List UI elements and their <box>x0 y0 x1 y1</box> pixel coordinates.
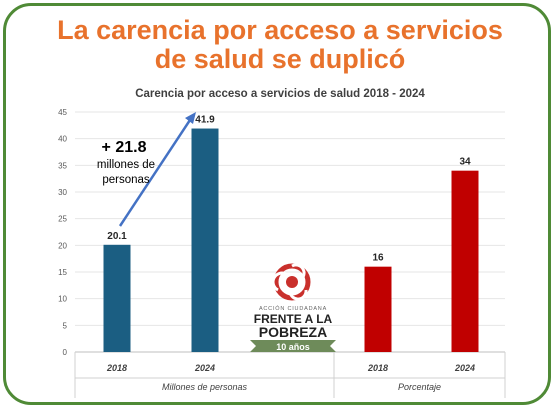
logo-ribbon <box>250 340 336 352</box>
x-axis: 2018 2024 Millones de personas 2018 2024 Porc… <box>74 352 506 398</box>
y-tick-label: 20 <box>58 241 67 250</box>
increase-arrow <box>118 119 192 227</box>
data-label: 16 <box>372 253 384 264</box>
bar <box>103 244 131 352</box>
y-tick-label: 15 <box>58 268 67 277</box>
y-tick-label: 10 <box>58 295 67 304</box>
bars: 20.1 41.9 16 34 <box>103 115 479 352</box>
x-tick-label: 2024 <box>454 363 475 373</box>
y-tick-label: 35 <box>58 161 67 170</box>
y-tick-label: 5 <box>63 321 68 330</box>
x-group-label: Porcentaje <box>398 382 441 392</box>
y-tick-label: 40 <box>58 135 67 144</box>
logo-ribbon-text: 10 años <box>276 342 310 352</box>
chart-title: Carencia por acceso a servicios de salud… <box>135 88 425 100</box>
headline-line-1: La carencia por acceso a servicios <box>57 15 503 45</box>
bar <box>451 170 479 352</box>
x-tick-label: 2018 <box>106 363 127 373</box>
y-tick-label: 0 <box>63 348 68 357</box>
data-label: 41.9 <box>195 115 215 126</box>
headline: La carencia por acceso a servicios de sa… <box>0 16 560 74</box>
annotation-line-2: millones de <box>97 159 155 171</box>
logo: ACCIÓN CIUDADANA FRENTE A LA POBREZA 10 … <box>250 263 336 352</box>
y-tick-label: 30 <box>58 188 67 197</box>
y-tick-label: 25 <box>58 215 67 224</box>
logo-line-1: ACCIÓN CIUDADANA <box>259 305 327 312</box>
data-label: 34 <box>459 157 471 168</box>
bar <box>191 128 219 352</box>
x-tick-label: 2024 <box>194 363 215 373</box>
y-axis-ticks: 0 5 10 15 20 25 30 35 40 45 <box>58 108 67 357</box>
arrow-head-icon <box>185 112 196 124</box>
annotation-change: + 21.8 <box>102 139 147 156</box>
x-tick-label: 2018 <box>367 363 388 373</box>
logo-line-2: FRENTE A LA <box>254 312 333 326</box>
y-tick-label: 45 <box>58 108 67 117</box>
bar <box>364 266 392 352</box>
data-label: 20.1 <box>107 231 127 242</box>
headline-line-2: de salud se duplicó <box>154 44 406 74</box>
annotation-line-3: personas <box>102 174 150 186</box>
logo-line-3: POBREZA <box>259 324 327 340</box>
logo-flower-icon <box>271 263 311 301</box>
x-group-label: Millones de personas <box>162 382 248 392</box>
